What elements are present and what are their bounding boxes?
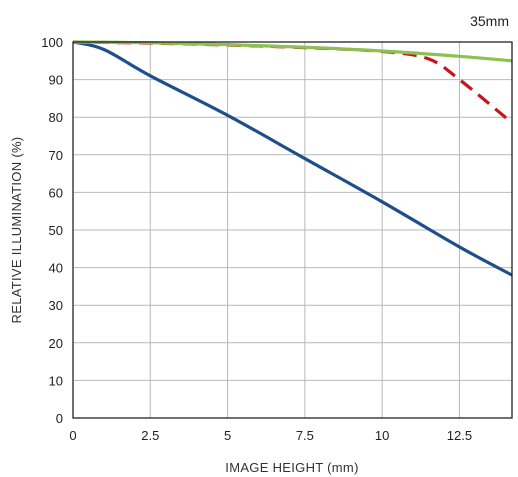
y-tick-label: 20: [49, 336, 63, 351]
y-tick-label: 60: [49, 185, 63, 200]
x-axis-title: IMAGE HEIGHT (mm): [225, 460, 358, 475]
y-tick-label: 10: [49, 373, 63, 388]
x-tick-label: 0: [69, 428, 76, 443]
y-tick-label: 70: [49, 148, 63, 163]
y-tick-label: 90: [49, 73, 63, 88]
y-tick-label: 30: [49, 298, 63, 313]
x-tick-label: 5: [224, 428, 231, 443]
plot-frame: [72, 41, 513, 419]
chart-title: 35mm: [470, 13, 509, 29]
y-tick-label: 80: [49, 110, 63, 125]
x-tick-label: 7.5: [296, 428, 314, 443]
plot-border: [72, 41, 513, 419]
y-tick-label: 0: [56, 411, 63, 426]
x-tick-label: 2.5: [141, 428, 159, 443]
y-tick-label: 40: [49, 261, 63, 276]
series-line: [72, 40, 513, 277]
series-group: [72, 40, 514, 277]
x-axis-ticks: 0 2.5 5 7.5 10 12.5: [69, 428, 472, 443]
y-tick-label: 100: [41, 35, 63, 50]
y-axis-title: RELATIVE ILLUMINATION (%): [9, 137, 24, 324]
y-axis-ticks: 0 10 20 30 40 50 60 70 80 90 100: [41, 35, 63, 426]
series-line: [72, 40, 513, 63]
x-tick-label: 12.5: [447, 428, 472, 443]
grid: [73, 42, 512, 418]
y-tick-label: 50: [49, 223, 63, 238]
x-tick-label: 10: [375, 428, 389, 443]
